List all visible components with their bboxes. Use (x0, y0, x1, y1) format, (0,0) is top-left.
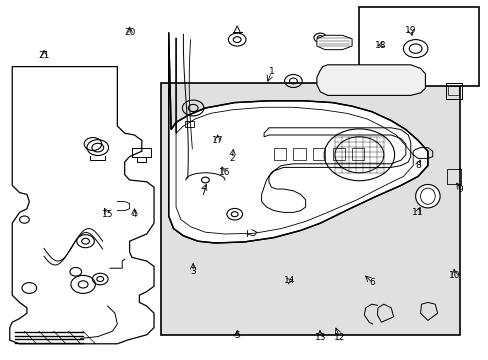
Bar (293, 148, 305, 160)
Polygon shape (316, 65, 425, 95)
Text: 18: 18 (374, 40, 386, 49)
Polygon shape (168, 32, 427, 243)
Text: 3: 3 (190, 267, 196, 276)
Text: 1: 1 (268, 68, 274, 77)
Text: 21: 21 (38, 51, 50, 60)
Text: 16: 16 (219, 168, 230, 177)
Bar (312, 148, 325, 160)
Text: 8: 8 (414, 161, 420, 170)
Text: 10: 10 (448, 271, 460, 280)
Text: 17: 17 (211, 136, 223, 145)
Bar (447, 169, 460, 184)
Bar (447, 86, 458, 95)
Bar (351, 148, 364, 160)
Bar (161, 83, 459, 335)
Text: 5: 5 (234, 331, 240, 340)
Text: 14: 14 (283, 276, 295, 285)
Text: 13: 13 (314, 333, 325, 342)
Text: 2: 2 (229, 154, 235, 163)
Bar (184, 121, 193, 127)
Bar (445, 83, 461, 99)
Bar (359, 7, 478, 86)
Text: 19: 19 (404, 26, 416, 35)
Text: 6: 6 (369, 278, 375, 287)
Text: 9: 9 (457, 184, 463, 194)
Text: 7: 7 (200, 188, 205, 197)
Bar (332, 148, 344, 160)
Text: 15: 15 (102, 210, 113, 219)
Text: 12: 12 (333, 333, 345, 342)
Polygon shape (316, 35, 351, 50)
Text: 4: 4 (131, 210, 137, 219)
Text: 11: 11 (411, 208, 423, 217)
Ellipse shape (415, 185, 439, 208)
Text: 20: 20 (123, 28, 135, 37)
Bar (273, 148, 285, 160)
